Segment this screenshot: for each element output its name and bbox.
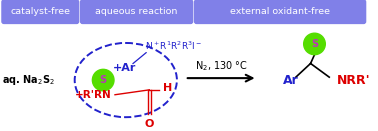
FancyBboxPatch shape <box>195 0 366 23</box>
Text: Ar: Ar <box>283 74 299 87</box>
Text: S: S <box>311 39 318 49</box>
Text: aq. Na$_2$S$_2$: aq. Na$_2$S$_2$ <box>2 73 55 87</box>
Text: aqueous reaction: aqueous reaction <box>95 7 178 16</box>
Text: +Ar: +Ar <box>113 63 136 73</box>
Text: NRR': NRR' <box>337 74 371 87</box>
Text: N$_2$, 130 °C: N$_2$, 130 °C <box>195 59 248 73</box>
Text: catalyst-free: catalyst-free <box>10 7 70 16</box>
FancyBboxPatch shape <box>2 0 79 23</box>
Text: N$^+$R$^1$R$^2$R$^3$I$^-$: N$^+$R$^1$R$^2$R$^3$I$^-$ <box>146 40 203 52</box>
Text: +R'RN: +R'RN <box>75 90 112 100</box>
Circle shape <box>304 33 325 55</box>
FancyBboxPatch shape <box>81 0 193 23</box>
Text: O: O <box>145 119 154 129</box>
Text: H: H <box>163 83 172 93</box>
Text: S: S <box>100 75 107 85</box>
Circle shape <box>92 69 114 91</box>
Text: external oxidant-free: external oxidant-free <box>230 7 330 16</box>
